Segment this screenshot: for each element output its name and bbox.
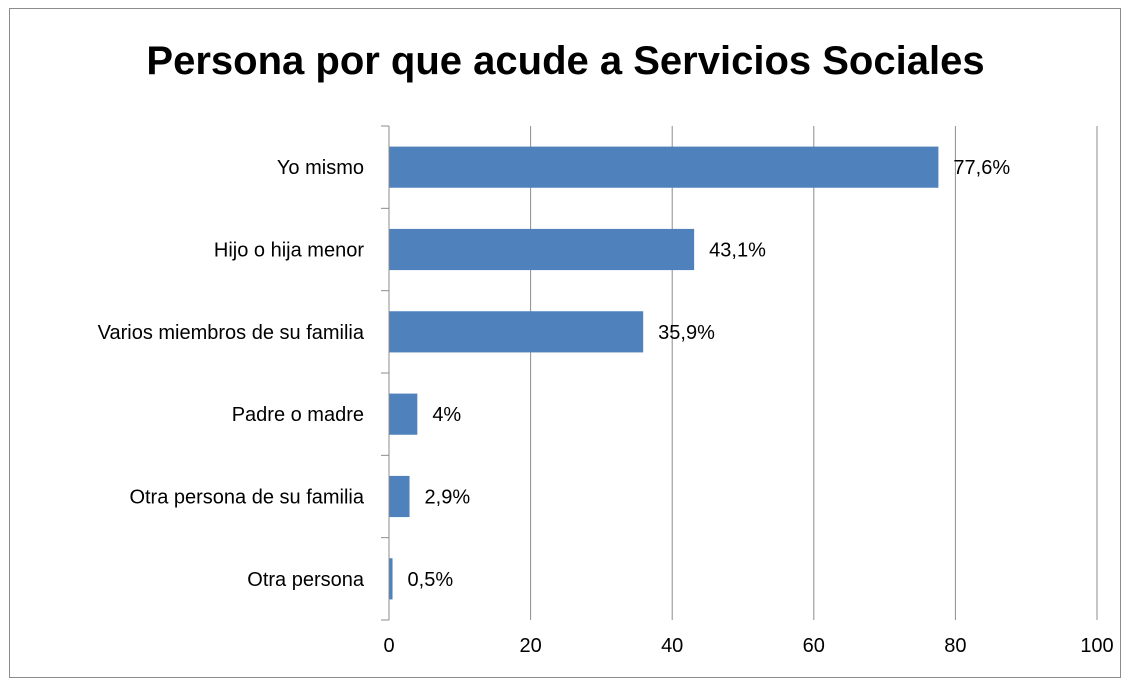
axes <box>381 125 390 621</box>
category-label-4: Otra persona de su familia <box>129 487 364 509</box>
data-label-2: 35,9% <box>658 322 715 344</box>
x-tick-labels: 0 20 40 60 80 100 <box>383 635 1113 657</box>
data-label-1: 43,1% <box>709 240 766 262</box>
bar-4 <box>389 475 410 518</box>
category-labels: Yo mismo Hijo o hija menor Varios miembros… <box>98 157 365 591</box>
bar-2 <box>389 311 644 353</box>
chart-title: Persona por que acude a Servicios Social… <box>146 39 985 83</box>
x-tick-label-40: 40 <box>661 635 683 657</box>
bar-0 <box>389 146 939 188</box>
bar-5 <box>389 558 393 600</box>
x-tick-label-80: 80 <box>944 635 966 657</box>
data-label-4: 2,9% <box>425 487 471 509</box>
gridlines <box>530 126 1098 620</box>
category-label-0: Yo mismo <box>277 157 364 179</box>
category-label-1: Hijo o hija menor <box>214 240 364 262</box>
category-label-3: Padre o madre <box>232 404 364 426</box>
x-tick-label-20: 20 <box>519 635 541 657</box>
data-label-3: 4% <box>432 404 461 426</box>
bars <box>389 146 939 600</box>
category-label-2: Varios miembros de su familia <box>98 322 365 344</box>
data-labels: 77,6% 43,1% 35,9% 4% 2,9% 0,5% <box>408 157 1011 591</box>
x-tick-label-0: 0 <box>383 635 394 657</box>
bar-1 <box>389 228 695 271</box>
x-tick-label-100: 100 <box>1080 635 1113 657</box>
data-label-5: 0,5% <box>408 569 454 591</box>
x-tick-label-60: 60 <box>803 635 825 657</box>
bar-3 <box>389 393 418 435</box>
data-label-0: 77,6% <box>953 157 1010 179</box>
category-label-5: Otra persona <box>247 569 365 591</box>
